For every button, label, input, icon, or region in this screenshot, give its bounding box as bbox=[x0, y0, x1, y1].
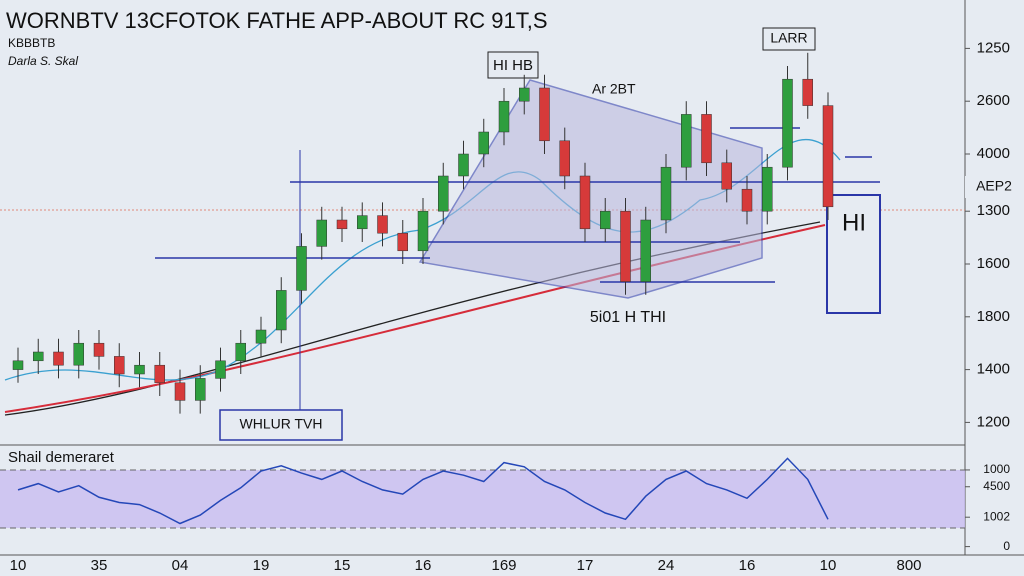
candle-body bbox=[377, 215, 388, 234]
candle-body bbox=[316, 219, 327, 247]
y-tick-label: 1400 bbox=[977, 361, 1010, 378]
candle-body bbox=[741, 188, 753, 212]
candle-body bbox=[701, 114, 712, 164]
price-tag bbox=[965, 176, 1024, 198]
candle-body bbox=[296, 246, 307, 291]
candle-body bbox=[600, 210, 611, 230]
candle-body bbox=[357, 215, 368, 230]
price-tag-label: AEP2 bbox=[976, 178, 1012, 194]
candle-body bbox=[519, 87, 530, 102]
x-tick-label: 10 bbox=[10, 557, 27, 574]
x-tick-label: 17 bbox=[577, 557, 594, 574]
indicator-line bbox=[17, 457, 829, 525]
candle-body bbox=[478, 131, 489, 155]
candle-body bbox=[721, 162, 732, 190]
y-tick-label: 1800 bbox=[977, 308, 1010, 325]
candle-body bbox=[154, 364, 165, 384]
candle-body bbox=[681, 114, 692, 168]
indicator-title: Shail demeraret bbox=[8, 449, 115, 466]
annotation-box bbox=[826, 194, 881, 314]
candle-body bbox=[235, 342, 246, 362]
y-tick-label: 4000 bbox=[977, 145, 1010, 162]
candle-body bbox=[12, 360, 24, 370]
candle-body bbox=[114, 356, 125, 375]
annotation-box bbox=[762, 27, 816, 51]
candle-body bbox=[33, 351, 44, 362]
candle-body bbox=[417, 210, 429, 252]
candle-body bbox=[215, 360, 226, 379]
y-tick-label: 1200 bbox=[977, 413, 1010, 430]
y-tick-label: 1250 bbox=[977, 39, 1010, 56]
indicator-band bbox=[0, 470, 965, 528]
x-tick-label: 24 bbox=[658, 557, 675, 574]
candle-body bbox=[802, 78, 813, 106]
candle-body bbox=[640, 219, 651, 282]
x-tick-label: 15 bbox=[334, 557, 351, 574]
candle-body bbox=[539, 87, 550, 142]
candle-body bbox=[336, 219, 348, 230]
annotation: HI bbox=[842, 209, 866, 236]
candle-body bbox=[195, 378, 206, 401]
candle-body bbox=[255, 329, 267, 344]
candle-body bbox=[822, 105, 834, 208]
candle-body bbox=[134, 364, 145, 375]
candle-body bbox=[559, 140, 570, 177]
candle-body bbox=[73, 342, 84, 366]
y-tick-label: 1600 bbox=[977, 255, 1010, 272]
candle-body bbox=[438, 175, 449, 212]
x-tick-label: 800 bbox=[896, 557, 921, 574]
x-tick-label: 169 bbox=[491, 557, 516, 574]
annotation-box bbox=[219, 409, 343, 441]
candle-body bbox=[660, 166, 672, 221]
x-tick-label: 04 bbox=[172, 557, 189, 574]
x-tick-label: 10 bbox=[820, 557, 837, 574]
candle-body bbox=[93, 342, 105, 357]
x-tick-label: 35 bbox=[91, 557, 108, 574]
annotation: LARR bbox=[770, 30, 807, 46]
y-tick-label: 4500 bbox=[983, 479, 1010, 493]
y-tick-label: 2600 bbox=[977, 92, 1010, 109]
candle-body bbox=[782, 78, 793, 168]
candle-body bbox=[579, 175, 591, 230]
candle-body bbox=[174, 382, 186, 401]
annotation: HI HB bbox=[493, 57, 533, 74]
y-tick-label: 1002 bbox=[983, 509, 1010, 523]
annotation: Ar 2BT bbox=[592, 81, 636, 97]
x-tick-label: 19 bbox=[253, 557, 270, 574]
candle-body bbox=[762, 166, 773, 212]
chart-title: WORNBTV 13CFOTOK FATHE APP-ABOUT RC 91T,… bbox=[6, 8, 548, 33]
annotation-box bbox=[487, 51, 539, 79]
candle-body bbox=[458, 153, 469, 177]
candle-body bbox=[53, 351, 64, 366]
author: Darla S. Skal bbox=[8, 54, 78, 68]
candle-body bbox=[620, 210, 631, 282]
y-tick-label: 1000 bbox=[983, 462, 1010, 476]
annotation: 5i01 H THI bbox=[590, 309, 666, 326]
x-tick-label: 16 bbox=[415, 557, 432, 574]
y-tick-label: 1300 bbox=[977, 202, 1010, 219]
candle-body bbox=[276, 290, 287, 331]
x-tick-label: 16 bbox=[739, 557, 756, 574]
candle-body bbox=[397, 232, 408, 252]
candle-body bbox=[498, 100, 510, 133]
annotation: WHLUR TVH bbox=[240, 416, 323, 432]
y-tick-label: 0 bbox=[1003, 539, 1010, 553]
subtitle: KBBBTB bbox=[8, 36, 55, 50]
